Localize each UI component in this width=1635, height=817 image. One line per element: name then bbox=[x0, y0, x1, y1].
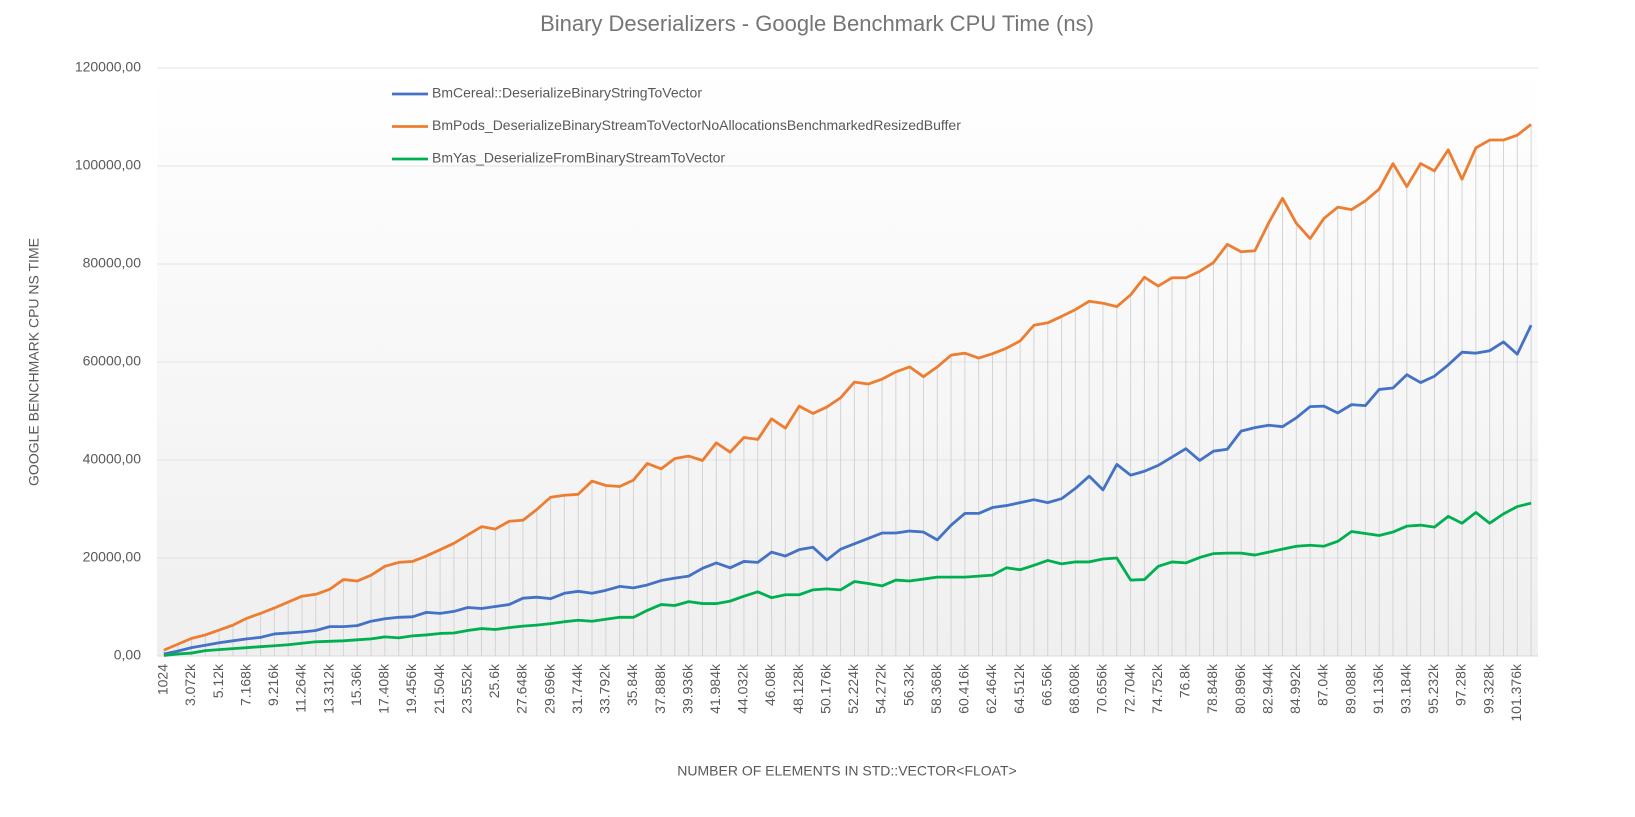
x-tick-label: 78.848k bbox=[1204, 663, 1220, 714]
x-tick-label: 82.944k bbox=[1259, 663, 1275, 714]
x-tick-label: 29.696k bbox=[541, 663, 557, 714]
x-tick-label: 91.136k bbox=[1370, 663, 1386, 714]
x-tick-label: 89.088k bbox=[1342, 663, 1358, 714]
x-tick-label: 50.176k bbox=[817, 663, 833, 714]
x-tick-label: 97.28k bbox=[1453, 663, 1469, 706]
x-tick-label: 3.072k bbox=[182, 663, 198, 706]
series-line bbox=[163, 501, 1532, 657]
x-tick-label: 9.216k bbox=[265, 663, 281, 706]
x-tick-label: 37.888k bbox=[652, 663, 668, 714]
series-line bbox=[163, 324, 1533, 656]
x-tick-label: 7.168k bbox=[237, 663, 253, 706]
y-tick-label: 80000,00 bbox=[83, 255, 142, 271]
y-tick-label: 60000,00 bbox=[83, 353, 142, 369]
x-tick-label: 101.376k bbox=[1508, 663, 1524, 722]
x-tick-label: 35.84k bbox=[624, 663, 640, 706]
y-tick-label: 20000,00 bbox=[83, 549, 142, 565]
legend-label: BmCereal::DeserializeBinaryStringToVecto… bbox=[432, 85, 702, 101]
x-tick-label: 17.408k bbox=[376, 663, 392, 714]
x-tick-label: 70.656k bbox=[1094, 663, 1110, 714]
x-tick-label: 66.56k bbox=[1038, 663, 1054, 706]
x-tick-label: 33.792k bbox=[597, 663, 613, 714]
x-tick-label: 15.36k bbox=[348, 663, 364, 706]
x-tick-label: 27.648k bbox=[514, 663, 530, 714]
x-tick-label: 74.752k bbox=[1149, 663, 1165, 714]
x-tick-label: 31.744k bbox=[569, 663, 585, 714]
legend-label: BmYas_DeserializeFromBinaryStreamToVecto… bbox=[432, 150, 725, 166]
x-tick-label: 56.32k bbox=[900, 663, 916, 706]
x-tick-label: 95.232k bbox=[1425, 663, 1441, 714]
x-tick-label: 25.6k bbox=[486, 663, 502, 698]
y-tick-label: 100000,00 bbox=[75, 157, 141, 173]
x-tick-label: 1024 bbox=[155, 664, 171, 695]
x-tick-label: 72.704k bbox=[1121, 663, 1137, 714]
y-tick-label: 40000,00 bbox=[83, 451, 142, 467]
x-tick-label: 52.224k bbox=[845, 663, 861, 714]
x-tick-label: 13.312k bbox=[320, 663, 336, 714]
x-tick-label: 48.128k bbox=[790, 663, 806, 714]
x-axis-title: NUMBER OF ELEMENTS IN STD::VECTOR<FLOAT> bbox=[677, 763, 1016, 779]
y-tick-label: 120000,00 bbox=[75, 59, 141, 75]
x-tick-label: 21.504k bbox=[431, 663, 447, 714]
x-tick-label: 5.12k bbox=[210, 663, 226, 698]
legend-label: BmPods_DeserializeBinaryStreamToVectorNo… bbox=[432, 117, 961, 133]
x-tick-label: 19.456k bbox=[403, 663, 419, 714]
x-tick-label: 84.992k bbox=[1287, 663, 1303, 714]
x-tick-label: 80.896k bbox=[1232, 663, 1248, 714]
x-tick-label: 39.936k bbox=[679, 663, 695, 714]
x-tick-label: 58.368k bbox=[928, 663, 944, 714]
x-tick-label: 76.8k bbox=[1177, 663, 1193, 698]
x-tick-label: 54.272k bbox=[873, 663, 889, 714]
x-tick-label: 11.264k bbox=[293, 663, 309, 713]
series-line bbox=[163, 123, 1532, 652]
x-tick-label: 64.512k bbox=[1011, 663, 1027, 714]
x-tick-label: 23.552k bbox=[458, 663, 474, 714]
chart-title: Binary Deserializers - Google Benchmark … bbox=[540, 11, 1094, 36]
x-tick-label: 62.464k bbox=[983, 663, 999, 714]
y-axis-title: GOOGLE BENCHMARK CPU NS TIME bbox=[26, 238, 42, 486]
x-tick-label: 99.328k bbox=[1480, 663, 1496, 714]
x-tick-label: 93.184k bbox=[1398, 663, 1414, 714]
x-tick-label: 68.608k bbox=[1066, 663, 1082, 714]
x-tick-label: 46.08k bbox=[762, 663, 778, 706]
x-tick-label: 41.984k bbox=[707, 663, 723, 714]
x-tick-label: 44.032k bbox=[735, 663, 751, 714]
x-tick-label: 60.416k bbox=[956, 663, 972, 714]
x-tick-label: 87.04k bbox=[1315, 663, 1331, 706]
y-tick-label: 0,00 bbox=[114, 647, 141, 663]
